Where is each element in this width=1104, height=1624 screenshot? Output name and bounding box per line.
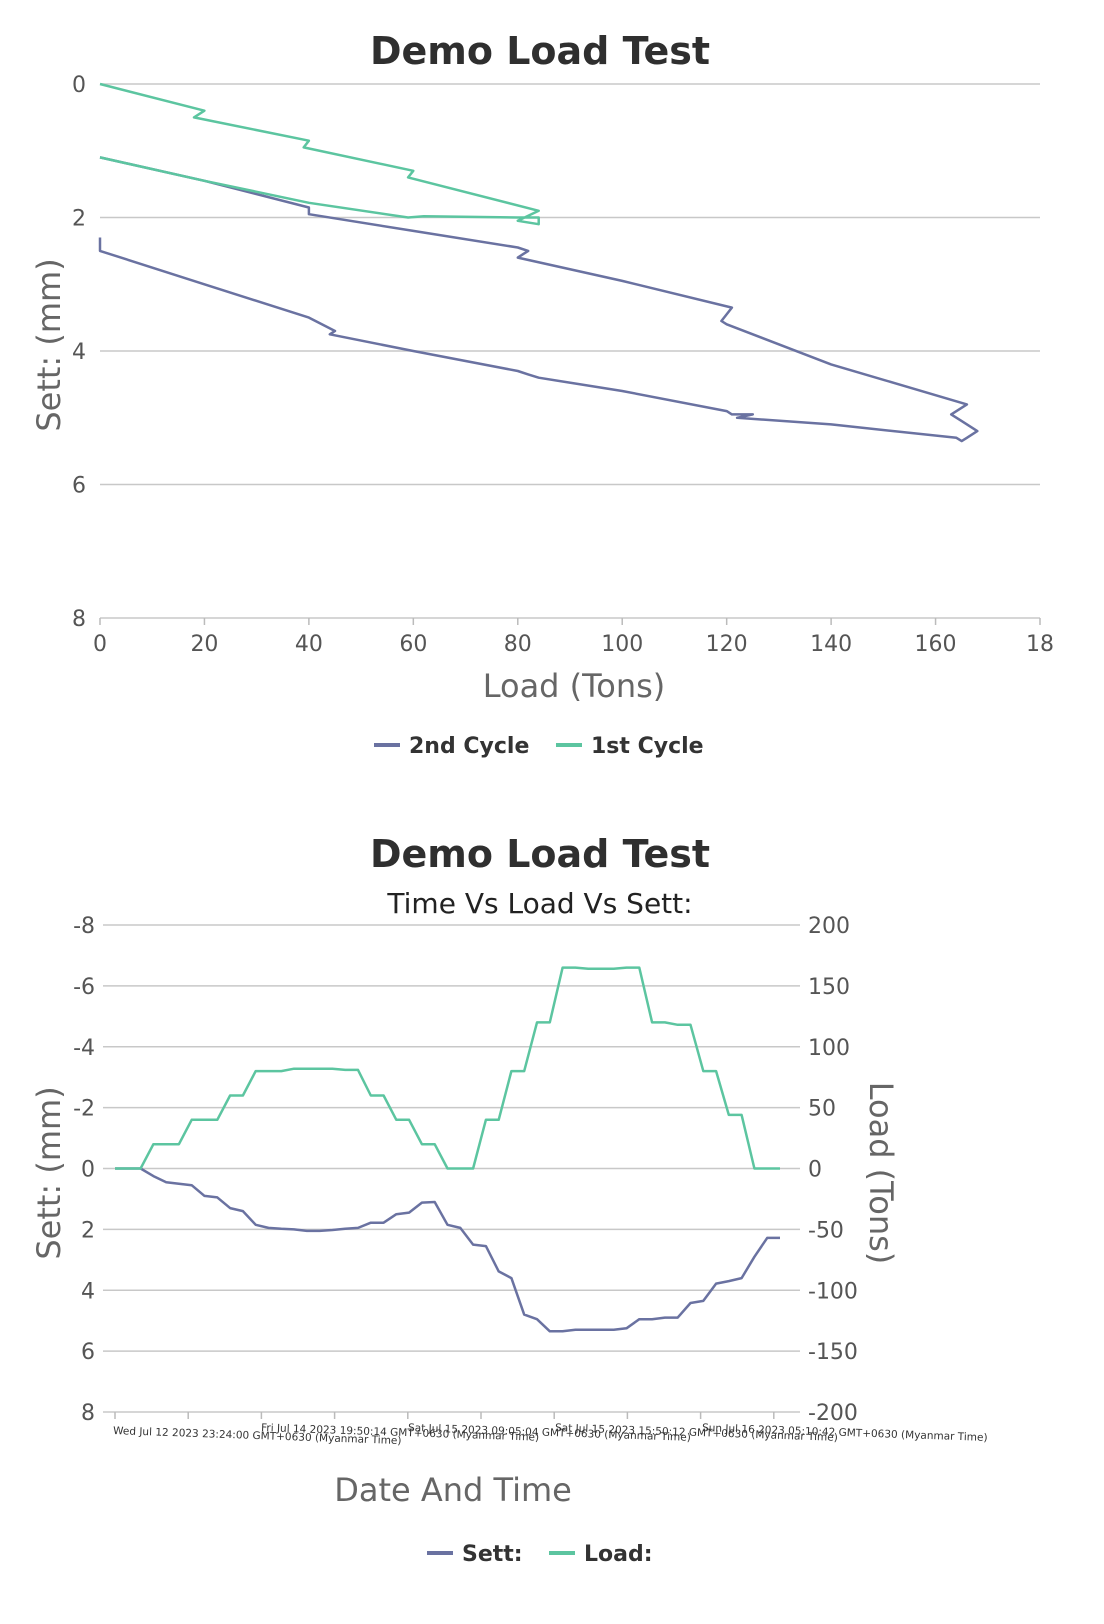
chart2-left-y-tick-label: 8 (81, 1401, 95, 1426)
chart1-y-tick-label: 2 (72, 207, 86, 232)
chart2-right-y-tick-label: 100 (808, 1036, 850, 1061)
chart2-left-y-tick-label: -2 (73, 1097, 95, 1122)
chart2-right-y-ticks: 200 150 100 50 0 -50 -100 -150 -200 (808, 914, 858, 1426)
chart1-y-tick-label: 6 (72, 474, 86, 499)
chart1-x-tick-label: 40 (295, 632, 323, 657)
chart1-x-axis-title: Load (Tons) (483, 667, 666, 705)
chart2-series-line-load (115, 966, 780, 1170)
chart2-right-y-tick-label: -100 (808, 1279, 858, 1304)
chart2-legend-label-load[interactable]: Load: (584, 1542, 653, 1567)
chart1-x-tick-label: 0 (93, 632, 107, 657)
chart1-series-line-1st-cycle (99, 82, 540, 226)
chart1-legend[interactable]: 2nd Cycle 1st Cycle (374, 734, 704, 759)
chart1-gridlines (100, 83, 1040, 619)
chart1-y-ticks: 0 2 4 6 8 (72, 73, 86, 632)
chart2-left-y-tick-label: 4 (81, 1279, 95, 1304)
chart1-x-tick-label: 80 (504, 632, 532, 657)
chart2-series (115, 966, 780, 1333)
chart2-right-y-tick-label: -200 (808, 1401, 858, 1426)
chart1-x-ticks: 0 20 40 60 80 100 120 140 160 18 (93, 618, 1054, 657)
load-settlement-chart: Demo Load Test 0 2 4 6 8 0 20 40 60 80 100 120 140 1… (30, 29, 1054, 759)
chart2-right-y-tick-label: 50 (808, 1097, 836, 1122)
chart1-x-tick-label: 160 (915, 632, 957, 657)
chart2-legend[interactable]: Sett: Load: (427, 1542, 653, 1567)
chart1-y-tick-label: 0 (72, 73, 86, 98)
chart1-y-axis-title: Sett: (mm) (30, 258, 68, 431)
chart1-series-line-2nd-cycle (98, 156, 979, 443)
chart2-right-y-axis-title: Load (Tons) (862, 1082, 900, 1265)
chart2-right-y-tick-label: -50 (808, 1218, 844, 1243)
chart2-left-y-tick-label: 2 (81, 1218, 95, 1243)
chart2-series-line-sett (115, 1167, 780, 1333)
chart2-left-y-axis-title: Sett: (mm) (30, 1086, 68, 1259)
chart2-right-y-tick-label: 150 (808, 975, 850, 1000)
chart2-left-y-tick-label: -8 (73, 914, 95, 939)
chart1-legend-label-1st-cycle[interactable]: 1st Cycle (591, 734, 704, 759)
chart2-x-axis-title: Date And Time (334, 1471, 572, 1509)
time-load-settlement-chart: Demo Load Test Time Vs Load Vs Sett: -8-… (30, 832, 988, 1567)
chart1-x-tick-label: 18 (1026, 632, 1054, 657)
chart2-right-y-tick-label: 200 (808, 914, 850, 939)
chart2-left-y-tick-label: -4 (73, 1036, 95, 1061)
chart2-left-y-tick-label: 0 (81, 1158, 95, 1183)
chart2-right-y-tick-label: 0 (808, 1158, 822, 1183)
chart1-x-tick-label: 140 (810, 632, 852, 657)
chart1-x-tick-label: 20 (190, 632, 218, 657)
chart1-x-tick-label: 120 (706, 632, 748, 657)
chart2-right-y-tick-label: -150 (808, 1340, 858, 1365)
chart2-legend-label-sett[interactable]: Sett: (462, 1542, 523, 1567)
chart1-y-tick-label: 4 (72, 340, 86, 365)
chart2-left-y-tick-label: -6 (73, 975, 95, 1000)
chart1-series (98, 82, 979, 443)
chart2-title: Demo Load Test (370, 832, 710, 876)
chart1-x-tick-label: 60 (399, 632, 427, 657)
chart1-legend-label-2nd-cycle[interactable]: 2nd Cycle (409, 734, 529, 759)
chart1-y-tick-label: 8 (72, 607, 86, 632)
chart1-title: Demo Load Test (370, 29, 710, 73)
chart1-x-tick-label: 100 (601, 632, 643, 657)
chart2-left-y-tick-label: 6 (81, 1340, 95, 1365)
chart2-left-y-ticks: -8 -6 -4 -2 0 2 4 6 8 (73, 914, 95, 1426)
chart2-subtitle: Time Vs Load Vs Sett: (386, 887, 692, 920)
